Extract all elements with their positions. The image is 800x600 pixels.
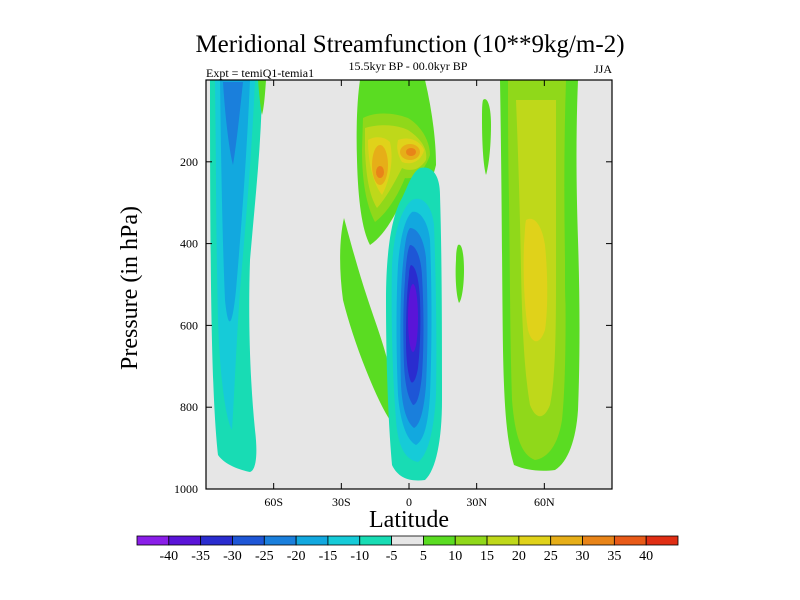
x-tick-label: 60S bbox=[264, 495, 283, 509]
contour-upper-cell-30a bbox=[376, 166, 384, 178]
colorbar-label: -15 bbox=[319, 549, 338, 564]
contour-15n-blob bbox=[455, 244, 464, 303]
x-axis: 60S 30S 0 30N 60N bbox=[264, 80, 555, 509]
contour-northern-cell-20 bbox=[523, 218, 548, 342]
colorbar-swatch bbox=[582, 535, 615, 546]
colorbar-swatch bbox=[359, 535, 392, 546]
chart-title: Meridional Streamfunction (10**9kg/m-2) bbox=[195, 31, 624, 58]
colorbar-label: -40 bbox=[159, 549, 178, 564]
colorbar-label: 15 bbox=[480, 549, 494, 564]
colorbar-swatch bbox=[200, 535, 233, 546]
contour-upper-cell-25a bbox=[372, 145, 388, 185]
period-label: 15.5kyr BP - 00.0kyr BP bbox=[349, 59, 468, 73]
colorbar-label: 25 bbox=[544, 549, 558, 564]
colorbar-label: 10 bbox=[448, 549, 462, 564]
y-tick-label: 600 bbox=[180, 318, 198, 332]
experiment-label: Expt = temiQ1-temia1 bbox=[206, 66, 314, 80]
colorbar-swatch bbox=[136, 535, 170, 546]
colorbar-swatch bbox=[518, 535, 552, 546]
colorbar-label: -30 bbox=[223, 549, 242, 564]
y-tick-label: 1000 bbox=[174, 482, 198, 496]
contour-southern-sliver bbox=[258, 80, 266, 115]
contour-southern-cell-core bbox=[220, 80, 250, 322]
x-tick-label: 60N bbox=[534, 495, 555, 509]
contour-southern-cell-min bbox=[223, 82, 243, 165]
colorbar-swatch bbox=[613, 535, 647, 546]
x-axis-label: Latitude bbox=[369, 507, 449, 533]
colorbar-label: -35 bbox=[191, 549, 210, 564]
y-axis-label: Pressure (in hPa) bbox=[117, 206, 143, 370]
colorbar-swatch bbox=[327, 535, 361, 546]
contour-north-sliver-2 bbox=[565, 249, 574, 335]
colorbar-swatch bbox=[423, 535, 456, 546]
contour-north-sliver-1 bbox=[482, 99, 491, 175]
contour-tropical-cell-35 bbox=[408, 284, 418, 352]
colorbar-swatch bbox=[391, 535, 424, 546]
y-axis: 200 400 600 800 1000 bbox=[174, 155, 612, 496]
colorbar-label: -5 bbox=[386, 549, 398, 564]
colorbar-swatch bbox=[486, 535, 520, 546]
colorbar-swatch bbox=[645, 535, 679, 546]
colorbar-swatch bbox=[232, 535, 265, 546]
x-tick-label: 30S bbox=[332, 495, 351, 509]
colorbar-swatch bbox=[295, 535, 329, 546]
colorbar-swatch bbox=[263, 535, 297, 546]
colorbar-label: 5 bbox=[420, 549, 427, 564]
colorbar-label: -25 bbox=[255, 549, 274, 564]
contour-upper-cell-30b bbox=[406, 148, 416, 156]
season-label: JJA bbox=[594, 62, 612, 76]
colorbar-label: -10 bbox=[350, 549, 369, 564]
x-tick-label: 30N bbox=[466, 495, 487, 509]
x-tick-label: 0 bbox=[406, 495, 412, 509]
y-tick-label: 400 bbox=[180, 237, 198, 251]
colorbar-swatch bbox=[550, 535, 583, 546]
colorbar-label: -20 bbox=[287, 549, 306, 564]
contour-field bbox=[210, 80, 580, 481]
colorbar: -40 -35 -30 -25 -20 -15 -10 -5 5 10 15 20 25 30 35 40 bbox=[136, 535, 679, 564]
colorbar-label: 30 bbox=[576, 549, 590, 564]
contour-subtropical-band bbox=[340, 218, 394, 420]
colorbar-label: 40 bbox=[639, 549, 653, 564]
y-tick-label: 200 bbox=[180, 155, 198, 169]
colorbar-swatch bbox=[454, 535, 488, 546]
y-tick-label: 800 bbox=[180, 400, 198, 414]
colorbar-label: 35 bbox=[607, 549, 621, 564]
colorbar-label: 20 bbox=[512, 549, 526, 564]
colorbar-swatch bbox=[168, 535, 202, 546]
